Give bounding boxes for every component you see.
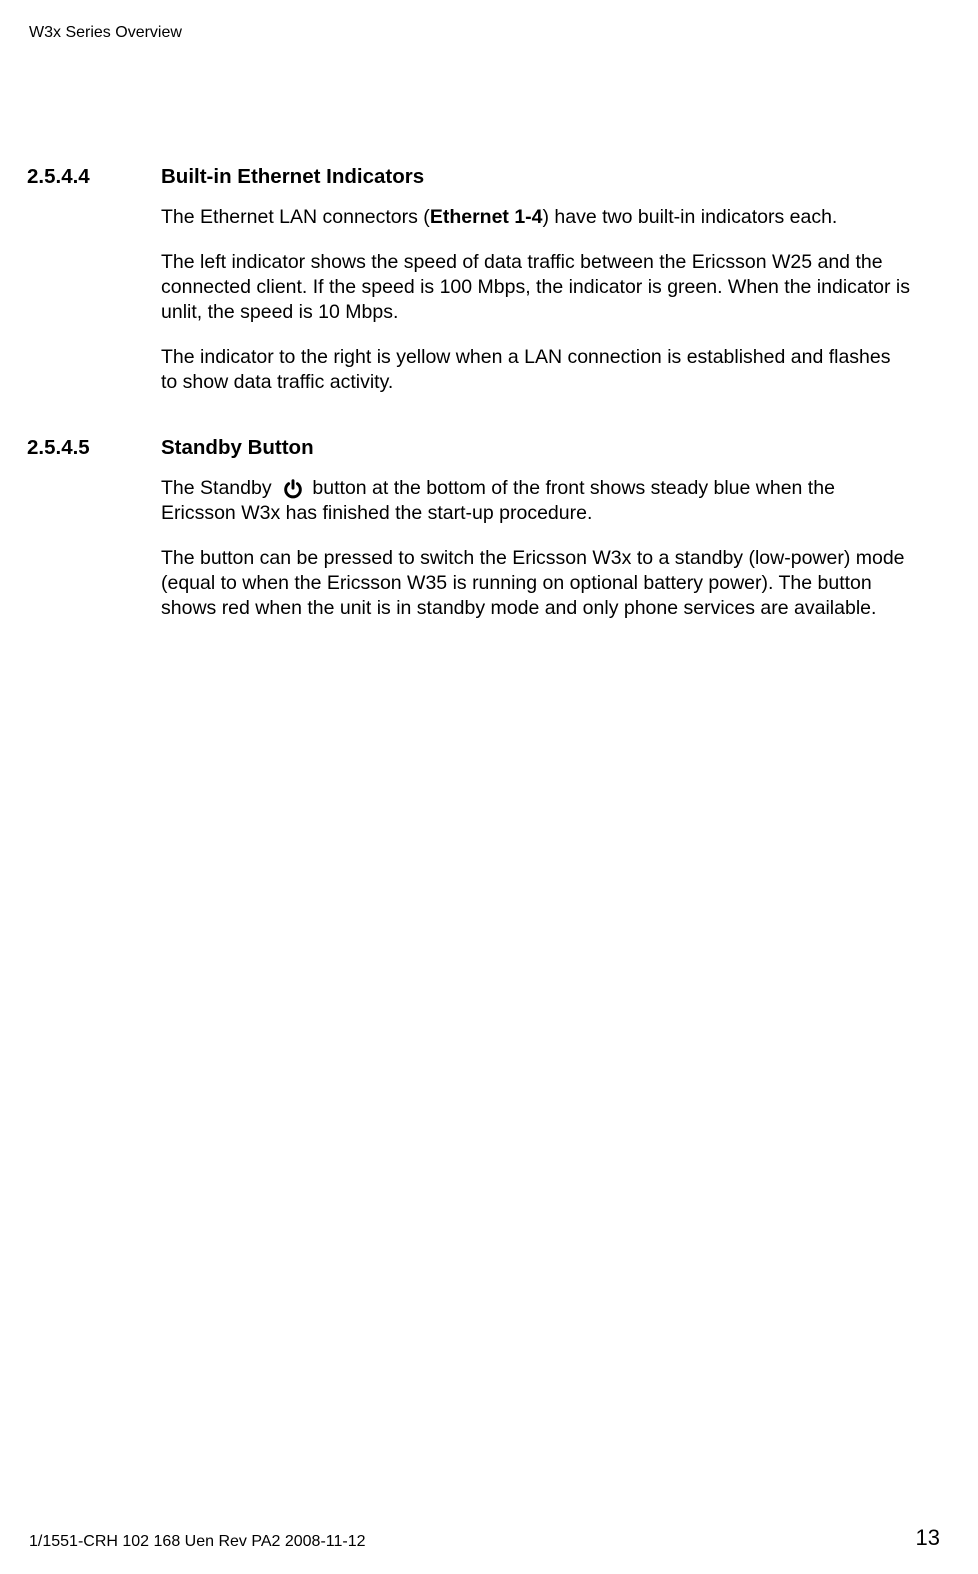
text-run: ) have two built-in indicators each. bbox=[543, 206, 838, 228]
text-run: The button can be pressed to switch the … bbox=[161, 547, 905, 619]
section-heading-row: 2.5.4.5 Standby Button bbox=[27, 435, 911, 461]
paragraph-standby: The Standby button at the bottom of the … bbox=[161, 476, 911, 526]
text-run: The Standby bbox=[161, 477, 277, 499]
section-body: The Standby button at the bottom of the … bbox=[161, 476, 911, 621]
footer-page-number: 13 bbox=[916, 1524, 940, 1552]
section-title: Built-in Ethernet Indicators bbox=[161, 164, 424, 190]
text-run-bold: Ethernet 1-4 bbox=[430, 206, 543, 228]
paragraph: The left indicator shows the speed of da… bbox=[161, 250, 911, 325]
section-body: The Ethernet LAN connectors (Ethernet 1-… bbox=[161, 205, 911, 395]
footer-doc-id: 1/1551-CRH 102 168 Uen Rev PA2 2008-11-1… bbox=[29, 1532, 366, 1552]
text-run: The left indicator shows the speed of da… bbox=[161, 251, 910, 323]
section-heading-row: 2.5.4.4 Built-in Ethernet Indicators bbox=[27, 164, 911, 190]
paragraph: The indicator to the right is yellow whe… bbox=[161, 345, 911, 395]
text-run: The indicator to the right is yellow whe… bbox=[161, 346, 891, 393]
section-title: Standby Button bbox=[161, 435, 314, 461]
section-number: 2.5.4.5 bbox=[27, 435, 161, 461]
section-number: 2.5.4.4 bbox=[27, 164, 161, 190]
section-standby: 2.5.4.5 Standby Button The Standby butto… bbox=[27, 435, 911, 621]
text-run: The Ethernet LAN connectors ( bbox=[161, 206, 430, 228]
page-header: W3x Series Overview bbox=[29, 23, 182, 43]
power-icon bbox=[281, 477, 305, 501]
paragraph: The button can be pressed to switch the … bbox=[161, 546, 911, 621]
paragraph: The Ethernet LAN connectors (Ethernet 1-… bbox=[161, 205, 911, 230]
section-ethernet: 2.5.4.4 Built-in Ethernet Indicators The… bbox=[27, 164, 911, 395]
page-content: 2.5.4.4 Built-in Ethernet Indicators The… bbox=[27, 164, 911, 661]
